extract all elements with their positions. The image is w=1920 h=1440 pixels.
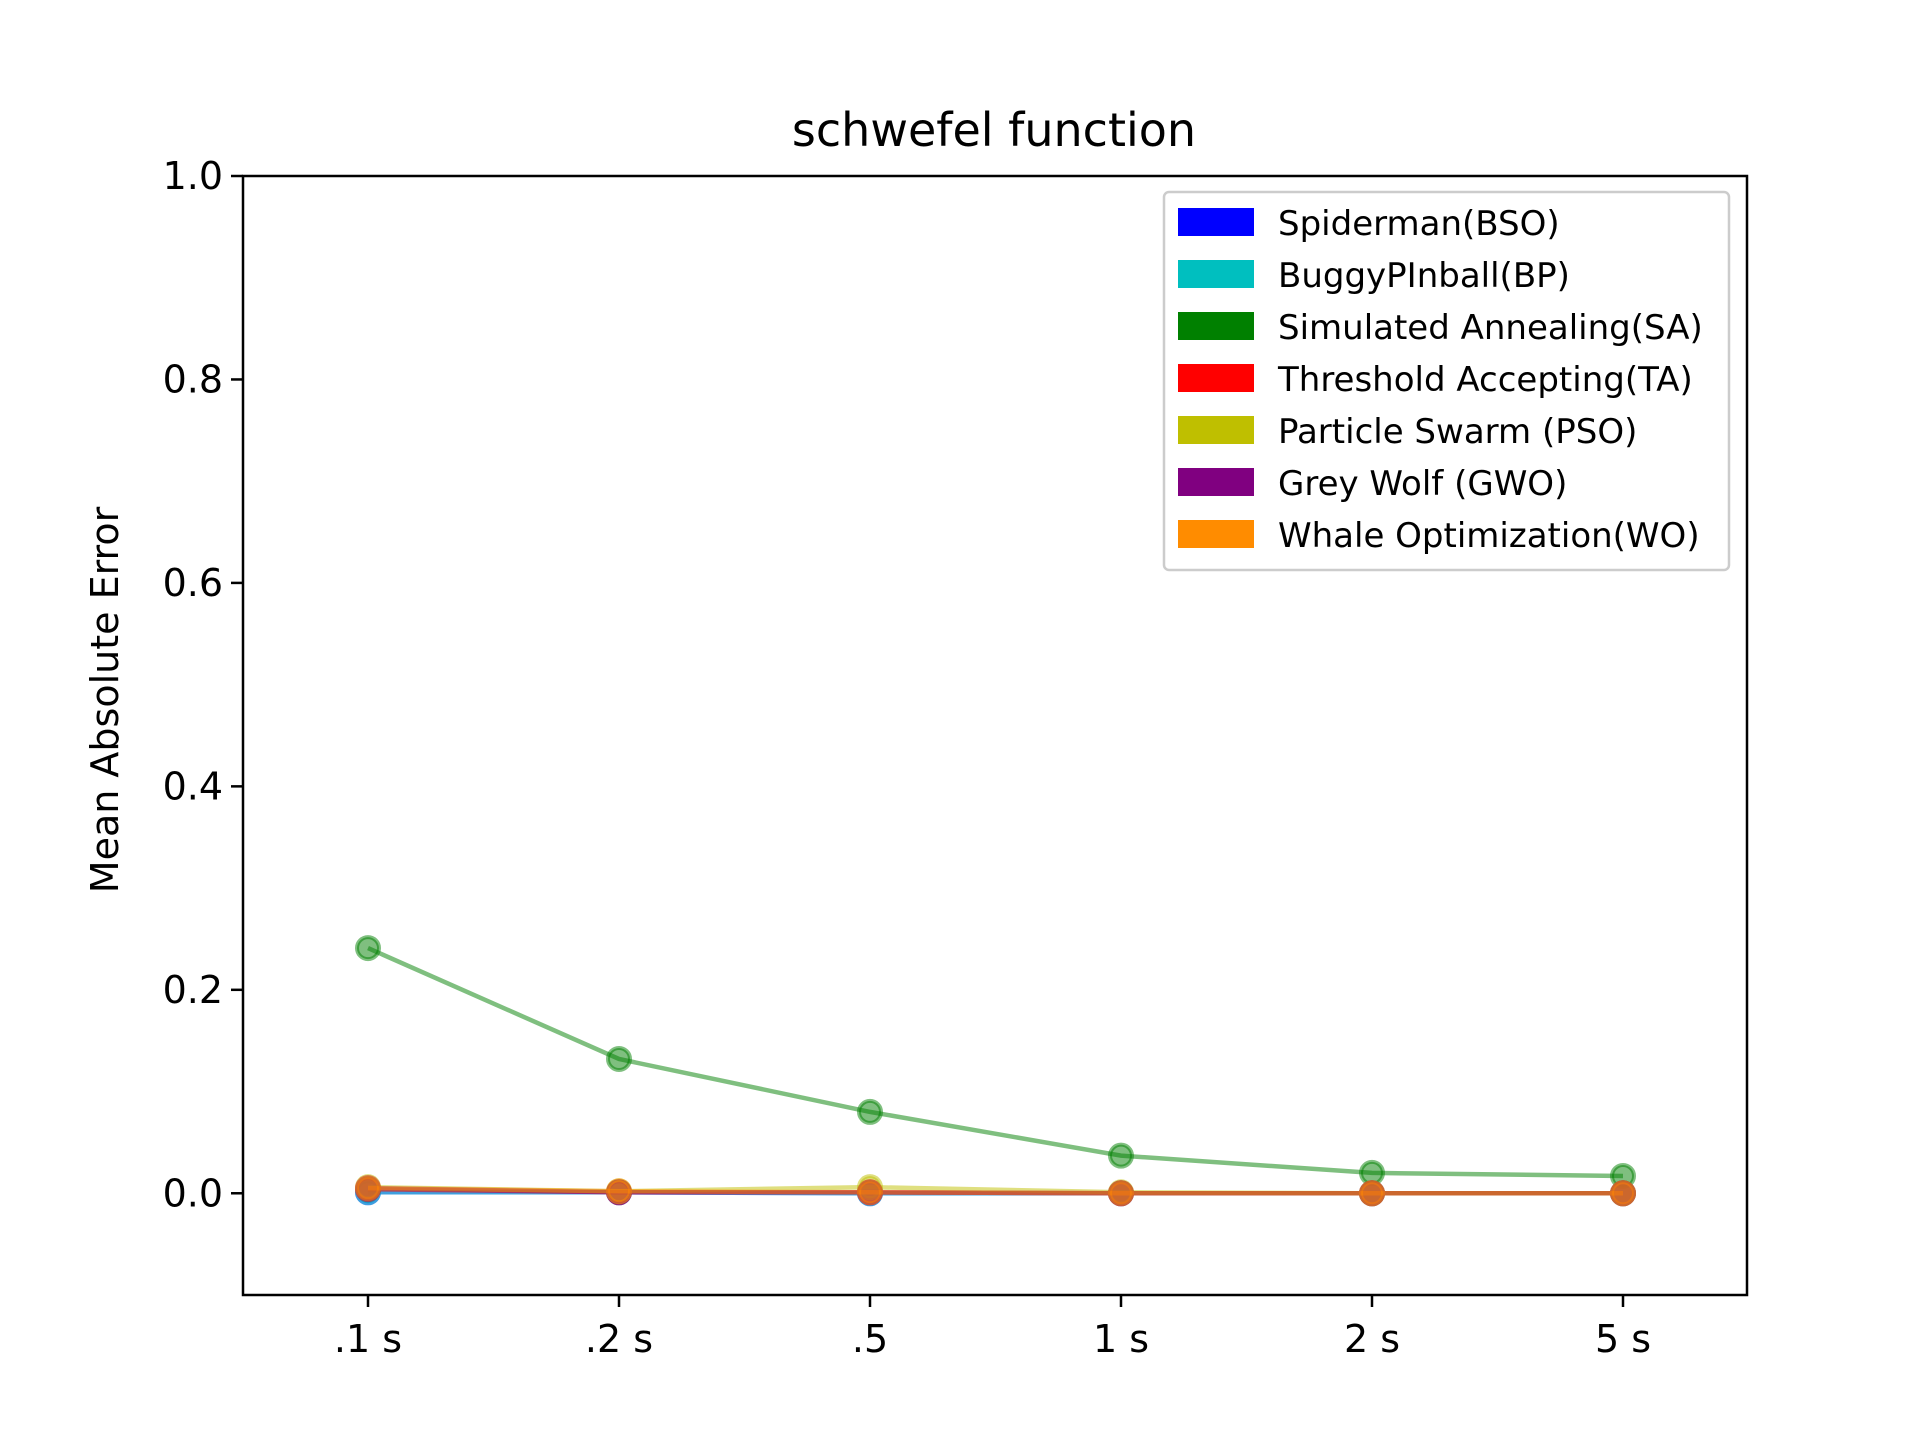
series-whale-optimization-wo xyxy=(355,1175,1636,1207)
legend: Spiderman(BSO) BuggyPInball(BP) Simulated … xyxy=(1162,190,1731,572)
data-point xyxy=(1108,1142,1134,1169)
series-line xyxy=(367,1185,1623,1196)
x-tick-label: .1 s xyxy=(334,1317,402,1361)
data-point xyxy=(355,935,381,962)
chart-title: schwefel function xyxy=(792,103,1196,157)
legend-label: Spiderman(BSO) xyxy=(1278,204,1560,244)
data-point xyxy=(857,1098,883,1125)
y-tick-label: 0.8 xyxy=(163,357,223,401)
series-line xyxy=(367,946,1624,1179)
data-point xyxy=(1108,1180,1134,1207)
legend-frame xyxy=(1162,190,1731,572)
x-tick-label: .5 xyxy=(852,1317,888,1361)
y-tick-label: 0.4 xyxy=(163,764,223,808)
y-axis-label: Mean Absolute Error xyxy=(83,506,127,893)
x-tick-label: 5 s xyxy=(1595,1317,1651,1361)
data-point xyxy=(857,1179,883,1206)
legend-label: Threshold Accepting(TA) xyxy=(1277,360,1693,400)
legend-label: Whale Optimization(WO) xyxy=(1278,516,1700,556)
legend-swatch xyxy=(1178,520,1254,548)
legend-label: BuggyPInball(BP) xyxy=(1278,256,1570,296)
legend-swatch xyxy=(1178,208,1254,236)
legend-swatch xyxy=(1178,364,1254,392)
legend-swatch xyxy=(1178,468,1254,496)
data-point xyxy=(606,1178,632,1205)
legend-label: Particle Swarm (PSO) xyxy=(1278,412,1637,452)
axis-ticks: 0.0 0.2 0.4 0.6 0.8 1.0 .1 s .2 s .5 1 s 2 s 5 s xyxy=(163,154,1651,1361)
y-tick-label: 0.0 xyxy=(163,1171,223,1215)
plot-frame xyxy=(241,174,1749,1297)
x-tick-label: 1 s xyxy=(1093,1317,1149,1361)
legend-label: Simulated Annealing(SA) xyxy=(1278,308,1703,348)
legend-label: Grey Wolf (GWO) xyxy=(1278,464,1567,504)
legend-swatch xyxy=(1178,416,1254,444)
legend-swatch xyxy=(1178,260,1254,288)
data-point xyxy=(1359,1180,1385,1207)
y-tick-label: 0.2 xyxy=(163,968,223,1012)
data-point xyxy=(606,1045,632,1072)
y-tick-label: 0.6 xyxy=(163,561,223,605)
series-simulated-annealing-sa xyxy=(355,935,1636,1189)
data-point xyxy=(1610,1180,1636,1207)
y-tick-label: 1.0 xyxy=(163,154,223,198)
plot-area xyxy=(355,935,1636,1207)
x-tick-label: 2 s xyxy=(1344,1317,1400,1361)
data-point xyxy=(355,1175,381,1202)
legend-swatch xyxy=(1178,312,1254,340)
x-tick-label: .2 s xyxy=(585,1317,653,1361)
